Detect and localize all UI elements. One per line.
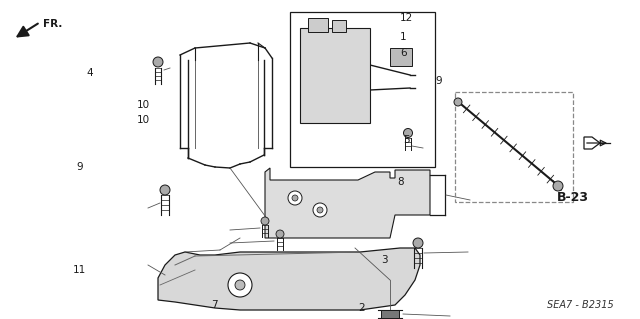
Circle shape	[276, 230, 284, 238]
Bar	[332, 20, 346, 32]
Circle shape	[261, 217, 269, 225]
Text: 9: 9	[77, 162, 83, 173]
Text: B-23: B-23	[557, 191, 589, 204]
Text: 6: 6	[400, 48, 406, 58]
Circle shape	[413, 238, 423, 248]
Bar	[390, 48, 412, 66]
Circle shape	[313, 203, 327, 217]
Text: 2: 2	[358, 303, 365, 313]
Text: SEA7 - B2315: SEA7 - B2315	[547, 300, 613, 310]
Text: 3: 3	[381, 255, 387, 265]
Text: FR.: FR.	[44, 19, 63, 29]
Circle shape	[292, 195, 298, 201]
Bar	[384, 318, 396, 319]
Circle shape	[454, 98, 462, 106]
Bar	[381, 310, 399, 318]
Text: 10: 10	[137, 115, 150, 125]
Bar	[308, 18, 328, 32]
Bar	[290, 12, 435, 167]
Circle shape	[288, 191, 302, 205]
Bar	[300, 28, 370, 123]
Circle shape	[317, 207, 323, 213]
Text: 10: 10	[137, 100, 150, 110]
Text: 9: 9	[435, 76, 442, 86]
Bar	[455, 92, 573, 202]
Polygon shape	[158, 248, 420, 310]
Polygon shape	[265, 168, 430, 238]
Circle shape	[160, 185, 170, 195]
Circle shape	[228, 273, 252, 297]
Text: 7: 7	[211, 300, 218, 310]
Text: 11: 11	[73, 264, 86, 275]
Circle shape	[553, 181, 563, 191]
Circle shape	[403, 129, 413, 137]
Text: 12: 12	[400, 12, 413, 23]
Circle shape	[153, 57, 163, 67]
Text: 5: 5	[403, 135, 410, 145]
Text: 8: 8	[397, 177, 403, 187]
Circle shape	[235, 280, 245, 290]
Text: 4: 4	[86, 68, 93, 78]
Text: 1: 1	[400, 32, 406, 42]
